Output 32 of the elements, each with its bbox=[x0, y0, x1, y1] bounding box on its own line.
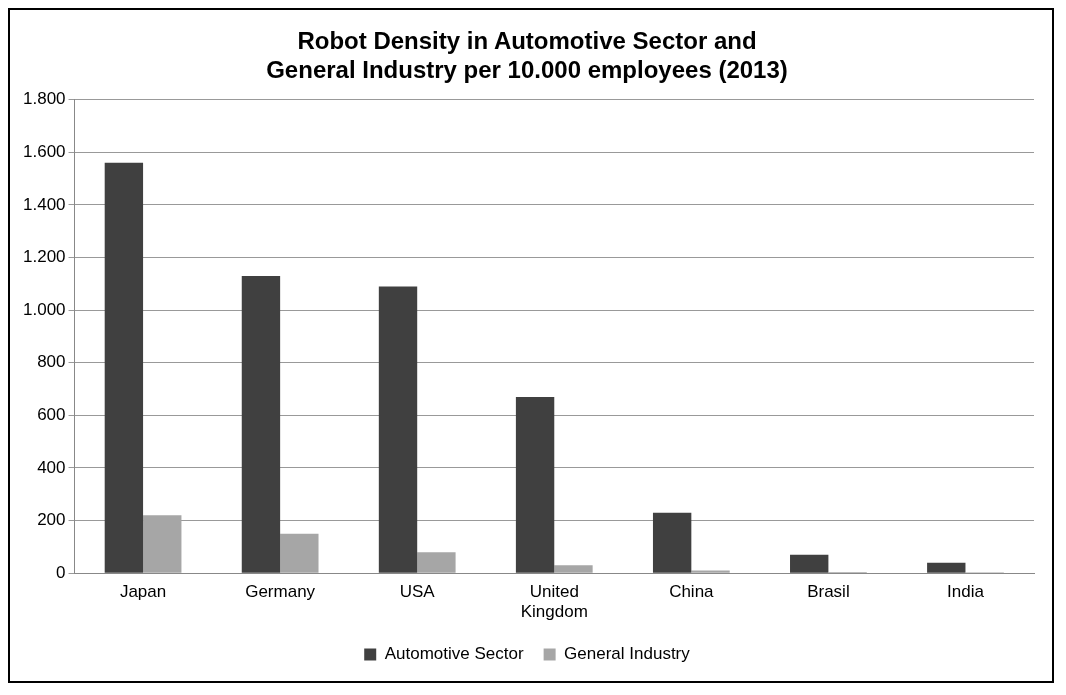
x-tick-label: Japan bbox=[119, 582, 167, 602]
bar bbox=[554, 565, 593, 573]
bar bbox=[280, 533, 319, 573]
x-tick-label: China bbox=[669, 582, 715, 602]
bar bbox=[652, 512, 692, 573]
legend-label: Automotive Sector bbox=[384, 644, 524, 664]
bar bbox=[378, 286, 418, 573]
bar bbox=[417, 552, 456, 573]
y-tick-label: 600 bbox=[37, 405, 66, 425]
y-tick-label: 1.000 bbox=[22, 299, 66, 319]
y-tick-label: 1.400 bbox=[22, 194, 66, 214]
x-tick-label: United Kingdom bbox=[520, 582, 588, 622]
y-tick-label: 1.600 bbox=[22, 141, 66, 161]
bar bbox=[104, 162, 144, 573]
x-tick-label: Germany bbox=[245, 582, 316, 602]
y-tick-label: 800 bbox=[37, 352, 66, 372]
y-tick-label: 1.200 bbox=[22, 247, 66, 267]
bar bbox=[515, 396, 555, 573]
y-tick-label: 400 bbox=[37, 457, 66, 477]
bar bbox=[790, 554, 829, 573]
x-tick-label: USA bbox=[399, 582, 436, 602]
x-tick-label: India bbox=[947, 582, 985, 602]
bar bbox=[927, 562, 966, 573]
y-tick-label: 200 bbox=[37, 510, 66, 530]
bar bbox=[143, 515, 182, 573]
x-tick-label: Brasil bbox=[807, 582, 850, 602]
bar bbox=[691, 570, 730, 573]
bar bbox=[241, 275, 281, 573]
chart-title: Robot Density in Automotive Sector and General Industry per 10.000 employees (2013) bbox=[266, 27, 788, 83]
y-tick-label: 0 bbox=[56, 562, 66, 582]
legend-label: General Industry bbox=[564, 644, 691, 664]
y-tick-label: 1.800 bbox=[22, 89, 66, 109]
